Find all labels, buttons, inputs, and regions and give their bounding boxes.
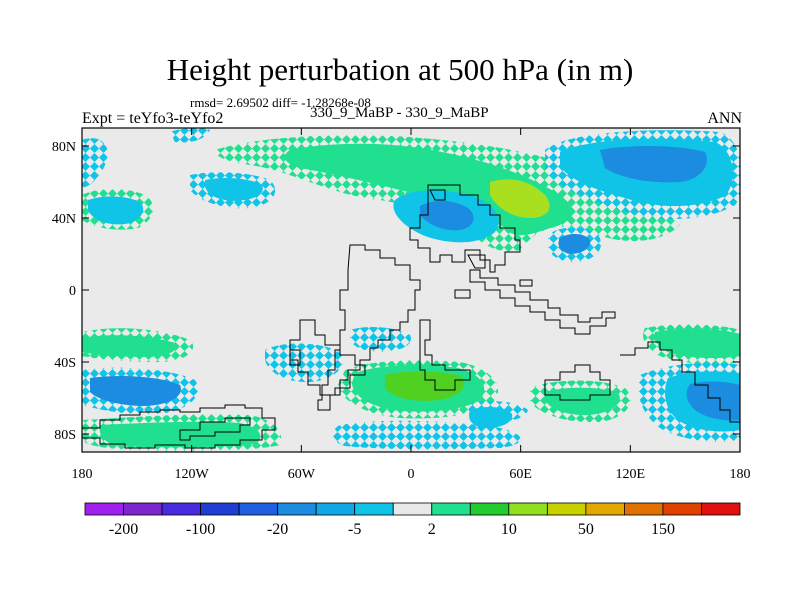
lon-tick-label: 180 — [72, 467, 93, 482]
colorbar-swatch-0 — [84, 502, 124, 516]
shade-arctic-cyan-ring — [170, 128, 210, 143]
colorbar-swatch-7 — [354, 502, 394, 516]
colorbar-label: -20 — [267, 521, 288, 538]
shade-sh-cyan-samerica — [265, 343, 344, 383]
colorbar-swatch-15 — [662, 502, 702, 516]
colorbar-swatch-5 — [277, 502, 317, 516]
lon-tick-label: 180 — [730, 467, 751, 482]
colorbar-swatch-11 — [508, 502, 548, 516]
colorbar-swatch-1 — [123, 502, 163, 516]
colorbar-swatch-14 — [624, 502, 664, 516]
shade-sh-green-east-solid — [545, 387, 620, 416]
shade-ne-blue — [600, 146, 708, 183]
map-title: Height perturbation at 500 hPa (in m) — [166, 52, 634, 87]
lat-tick-label: 80S — [54, 428, 76, 443]
colorbar-swatch-12 — [546, 502, 587, 516]
shade-blue-east-asia — [558, 234, 591, 254]
season-label: ANN — [707, 110, 742, 127]
shade-nh-blue-pacific — [420, 200, 474, 231]
shade-sh-cyan-south-atl — [333, 420, 521, 450]
shade-cyan-central-solid — [205, 177, 263, 201]
colorbar-swatch-13 — [585, 502, 625, 516]
shade-nw-cyan — [88, 196, 144, 225]
lat-tick-label: 80N — [52, 140, 76, 155]
colorbar-swatch-9 — [431, 502, 471, 516]
shade-nh-yellowgreen — [490, 179, 550, 218]
lat-tick-label: 40N — [52, 212, 76, 227]
colorbar-label: 150 — [651, 521, 675, 538]
lon-tick-label: 120E — [616, 467, 646, 482]
colorbar-label: 50 — [578, 521, 594, 538]
shade-sh-yellowgreen-center — [385, 371, 465, 401]
colorbar-label: 2 — [428, 521, 436, 538]
shade-sh-cyan-speckle — [468, 401, 528, 422]
shaded-anomaly-fields — [82, 128, 740, 452]
lon-tick-label: 60W — [288, 467, 316, 482]
lat-tick-label: 0 — [69, 284, 76, 299]
shade-nh-green-core — [284, 143, 573, 236]
colorbar-label: -5 — [348, 521, 361, 538]
shade-sh-blue-pacific — [686, 381, 740, 421]
colorbar-label: 10 — [501, 521, 517, 538]
run-label: 330_9_MaBP - 330_9_MaBP — [310, 105, 489, 121]
colorbar-swatch-10 — [469, 502, 510, 516]
colorbar-swatch-8 — [392, 502, 433, 516]
colorbar-swatch-4 — [238, 502, 279, 516]
colorbar: -200 -100 -20 -5 2 10 50 150 — [84, 502, 741, 538]
coastlines — [82, 184, 740, 449]
colorbar-swatch-3 — [200, 502, 240, 516]
colorbar-swatch-6 — [315, 502, 356, 516]
colorbar-swatch-16 — [701, 502, 741, 516]
shade-sh-green-west-solid — [82, 335, 176, 357]
lon-tick-label: 120W — [175, 467, 210, 482]
longitude-axis: 180 120W 60W 0 60E 120E 180 — [72, 128, 751, 482]
lat-tick-label: 40S — [54, 356, 76, 371]
colorbar-swatch-2 — [161, 502, 201, 516]
colorbar-label: -100 — [186, 521, 215, 538]
latitude-axis: 80N 40N 0 40S 80S — [52, 140, 740, 443]
colorbar-label: -200 — [109, 521, 138, 538]
shade-arctic-west-cyan — [82, 138, 108, 188]
lon-tick-label: 60E — [509, 467, 532, 482]
shade-sh-blue-west — [90, 376, 181, 406]
shade-sh-green-pacific-solid — [654, 328, 740, 359]
rmsd-diff-stats: rmsd= 2.69502 diff= -1.28268e-08 — [190, 95, 371, 110]
lon-tick-label: 0 — [408, 467, 415, 482]
experiment-label: Expt = teYfo3-teYfo2 — [82, 110, 224, 127]
